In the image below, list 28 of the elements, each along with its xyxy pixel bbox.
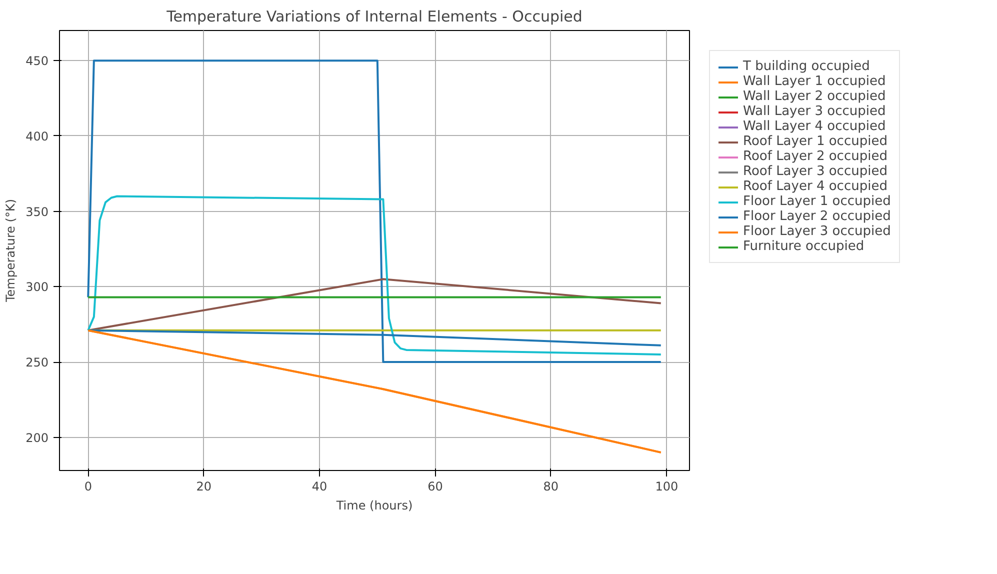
x-axis-title: Time (hours) bbox=[335, 498, 413, 512]
y-tick-label: 450 bbox=[26, 54, 48, 68]
legend-label: Furniture occupied bbox=[743, 239, 864, 254]
x-tick-label: 0 bbox=[84, 480, 92, 494]
x-tick-label: 80 bbox=[543, 480, 559, 494]
legend-label: Floor Layer 2 occupied bbox=[743, 209, 891, 224]
legend-label: T building occupied bbox=[743, 59, 870, 74]
legend-label: Wall Layer 2 occupied bbox=[743, 89, 886, 104]
legend-label: Roof Layer 3 occupied bbox=[743, 164, 888, 179]
y-tick-label: 350 bbox=[26, 204, 48, 219]
legend-label: Floor Layer 1 occupied bbox=[743, 194, 891, 209]
legend-label: Roof Layer 4 occupied bbox=[743, 179, 888, 194]
legend-label: Wall Layer 3 occupied bbox=[743, 104, 886, 119]
legend-label: Roof Layer 1 occupied bbox=[743, 134, 888, 149]
x-tick-label: 20 bbox=[196, 480, 212, 494]
y-tick-label: 300 bbox=[26, 280, 48, 294]
legend-label: Floor Layer 3 occupied bbox=[743, 224, 891, 239]
x-tick-label: 60 bbox=[428, 480, 443, 494]
x-tick-label: 100 bbox=[655, 480, 678, 494]
y-tick-label: 400 bbox=[26, 129, 48, 144]
legend-label: Wall Layer 1 occupied bbox=[743, 74, 886, 89]
y-axis-title: Temperature (°K) bbox=[4, 198, 18, 304]
x-tick-label: 40 bbox=[312, 480, 328, 494]
y-tick-label: 250 bbox=[26, 356, 48, 370]
chart-title: Temperature Variations of Internal Elements - Occupied bbox=[166, 8, 582, 26]
y-tick-label: 200 bbox=[26, 430, 48, 445]
legend-label: Wall Layer 4 occupied bbox=[743, 119, 886, 134]
legend-label: Roof Layer 2 occupied bbox=[743, 149, 888, 164]
